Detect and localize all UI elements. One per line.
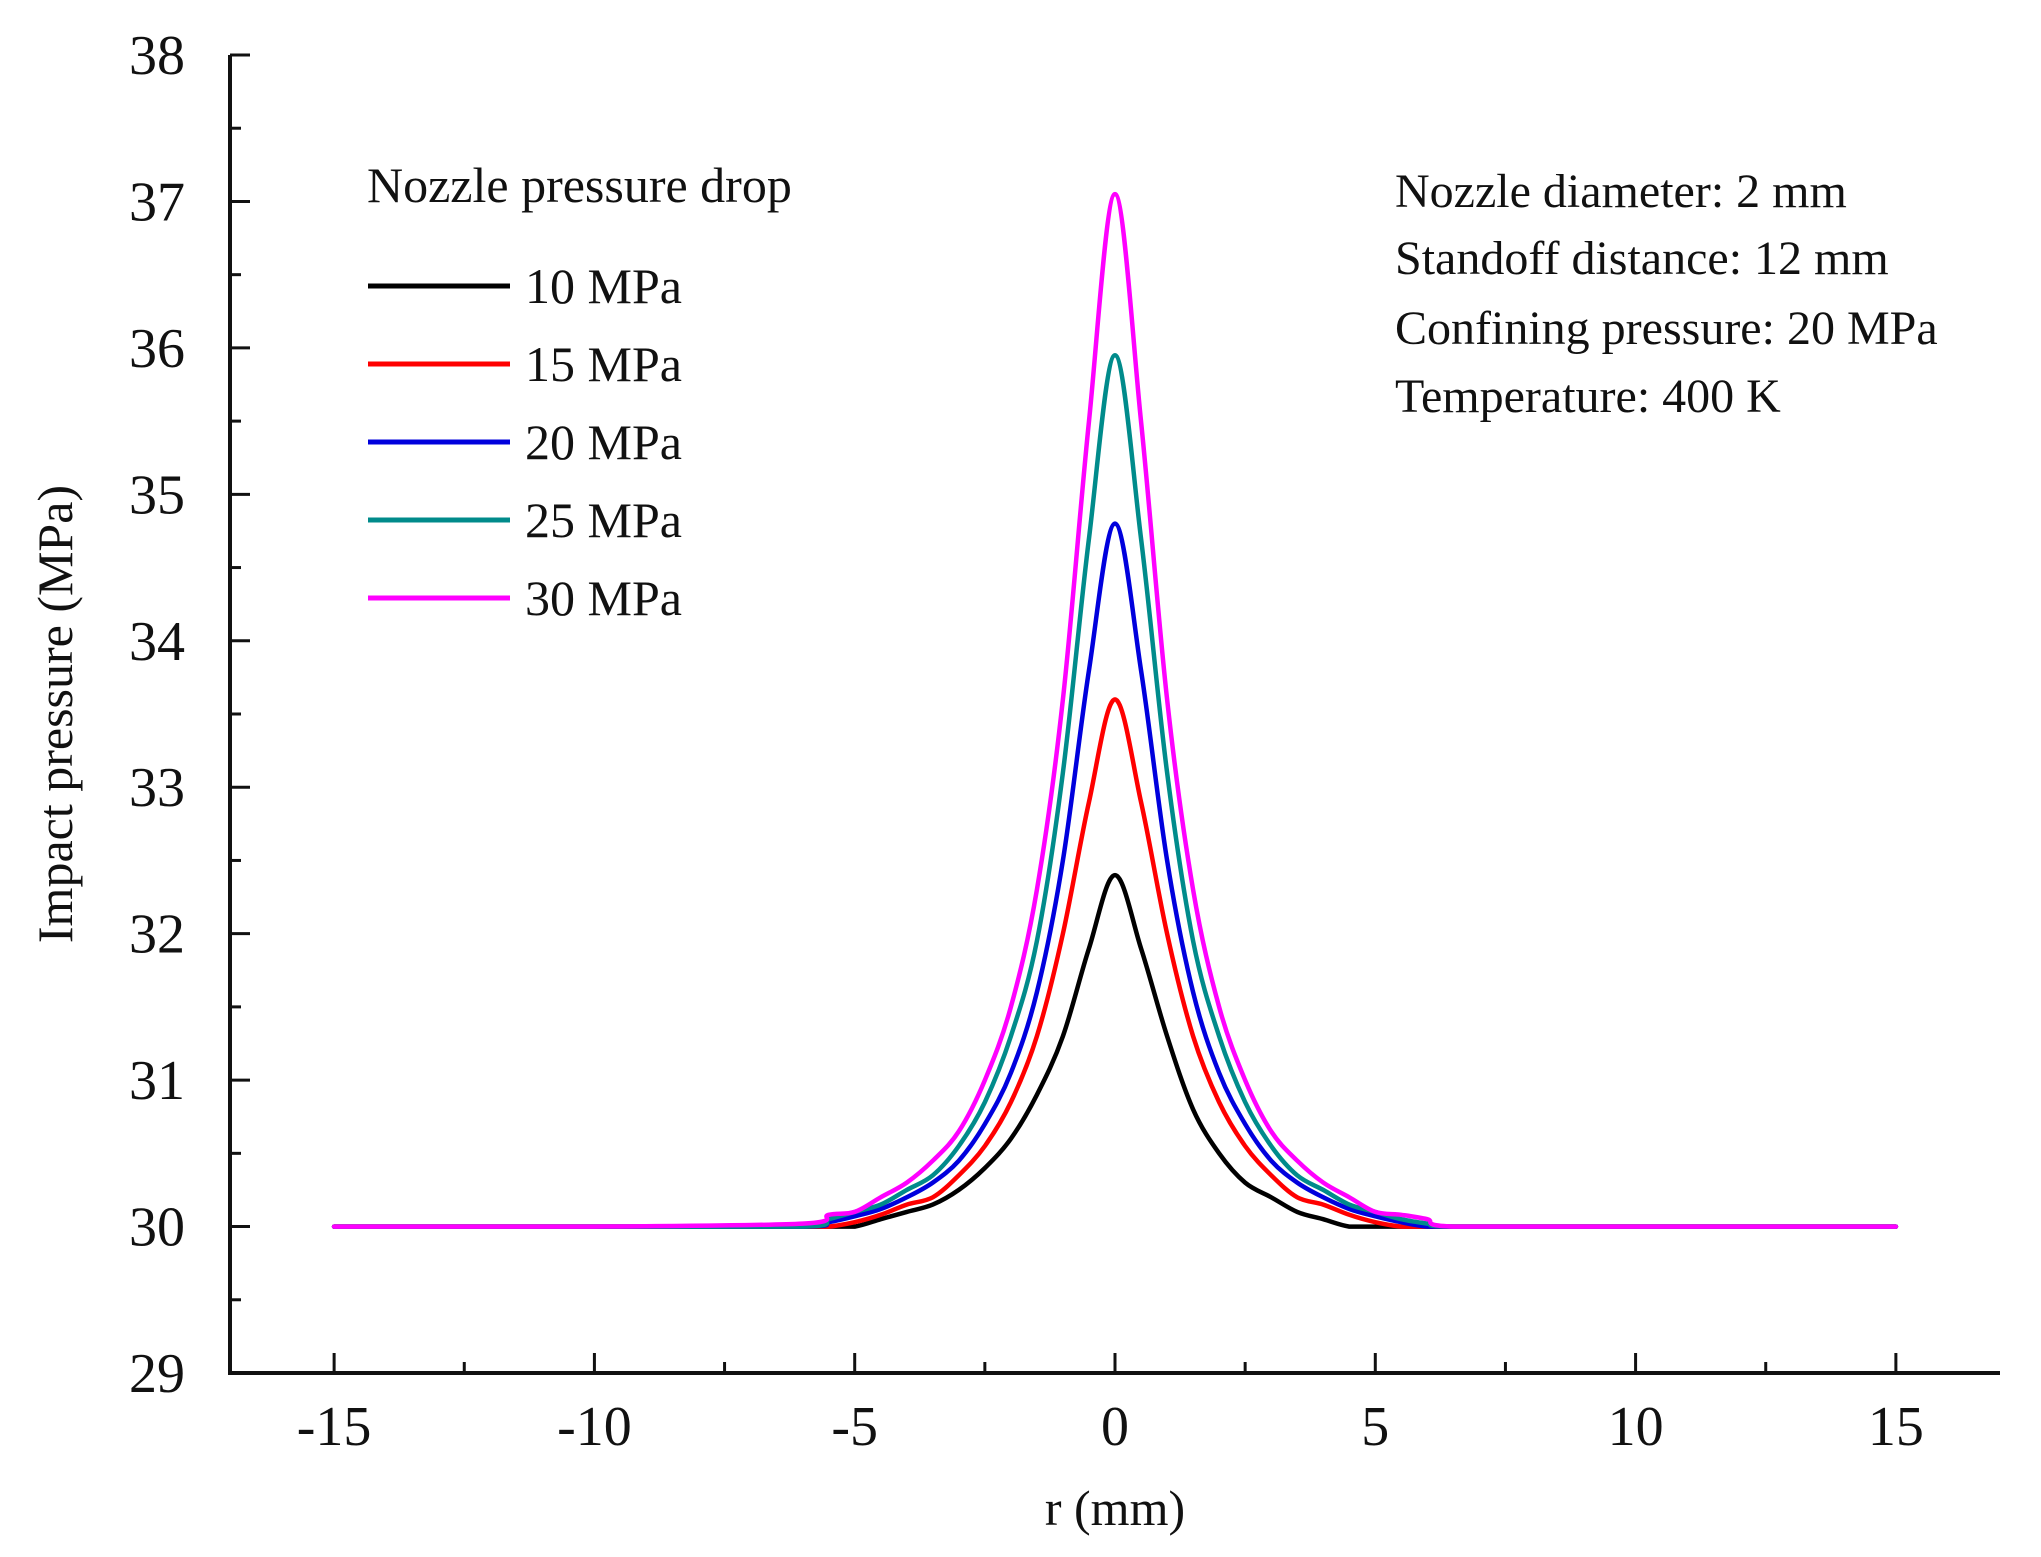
legend-label: 20 MPa [525, 414, 682, 470]
x-tick-label: 0 [1101, 1396, 1129, 1458]
note-nozzle-diameter: Nozzle diameter: 2 mm [1395, 165, 1847, 218]
series-line-25-mpa [331, 352, 1899, 1229]
x-tick-label: -10 [557, 1396, 632, 1458]
x-tick-label: 10 [1608, 1396, 1664, 1458]
series-line-30-mpa [331, 191, 1899, 1229]
y-tick-label: 34 [129, 611, 185, 673]
legend-title: Nozzle pressure drop [367, 157, 792, 213]
y-tick-label: 35 [129, 464, 185, 526]
x-tick-label: 5 [1361, 1396, 1389, 1458]
legend-label: 15 MPa [525, 336, 682, 392]
legend-label: 25 MPa [525, 492, 682, 548]
y-tick-label: 36 [129, 318, 185, 380]
y-tick-label: 37 [129, 171, 185, 233]
legend-entries: 10 MPa 15 MPa 20 MPa 25 MPa 30 MPa [368, 258, 682, 626]
parameter-notes: Nozzle diameter: 2 mm Standoff distance:… [1395, 165, 1938, 423]
series-line-15-mpa [331, 697, 1899, 1229]
x-tick-label: -15 [297, 1396, 372, 1458]
y-tick-label: 29 [129, 1343, 185, 1405]
series-line-20-mpa [331, 521, 1899, 1229]
ticks: 29 30 31 32 33 34 35 36 37 38 -15 -10 -5 0 5 10 15 [129, 25, 1924, 1458]
x-tick-label: -5 [831, 1396, 878, 1458]
y-tick-label: 31 [129, 1050, 185, 1112]
y-tick-label: 38 [129, 25, 185, 87]
legend: Nozzle pressure drop 10 MPa 15 MPa 20 MPa 2… [367, 157, 792, 626]
x-axis-title: r (mm) [1045, 1480, 1185, 1536]
y-tick-label: 33 [129, 757, 185, 819]
legend-label: 10 MPa [525, 258, 682, 314]
y-tick-label: 30 [129, 1197, 185, 1259]
note-temperature: Temperature: 400 K [1395, 370, 1781, 423]
legend-label: 30 MPa [525, 570, 682, 626]
note-standoff-distance: Standoff distance: 12 mm [1395, 232, 1889, 285]
series-lines [331, 191, 1899, 1229]
series-line-10-mpa [331, 872, 1899, 1229]
note-confining-pressure: Confining pressure: 20 MPa [1395, 302, 1938, 355]
y-tick-label: 32 [129, 904, 185, 966]
x-tick-label: 15 [1868, 1396, 1924, 1458]
y-axis-title: Impact pressure (MPa) [27, 485, 83, 943]
